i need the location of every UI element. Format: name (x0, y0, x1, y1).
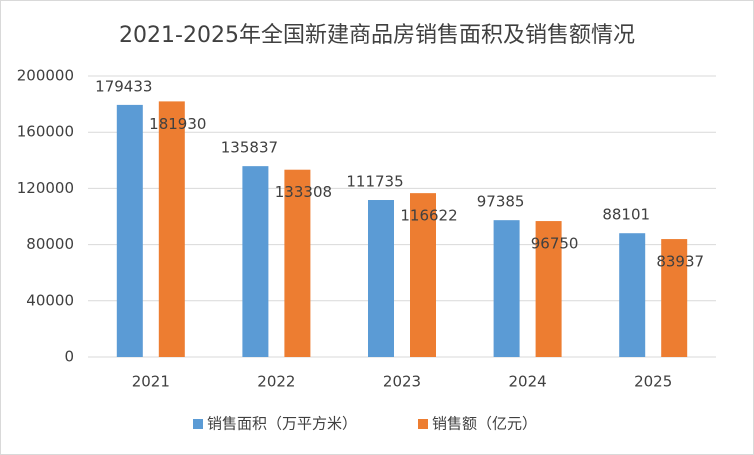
bar (158, 101, 185, 357)
x-tick-label: 2025 (634, 373, 672, 391)
bar (284, 169, 311, 357)
bar (242, 166, 269, 357)
legend-swatch (418, 419, 428, 429)
chart-title: 2021-2025年全国新建商品房销售面积及销售额情况 (119, 23, 635, 48)
data-label: 116622 (400, 207, 457, 225)
data-label: 97385 (477, 193, 525, 211)
x-tick-label: 2022 (257, 373, 295, 391)
y-tick-label: 120000 (17, 179, 74, 197)
bar (535, 221, 562, 357)
legend-swatch (193, 419, 203, 429)
data-label: 181930 (149, 115, 206, 133)
legend-label: 销售额（亿元） (432, 415, 537, 433)
x-tick-label: 2021 (132, 373, 170, 391)
data-label: 179433 (95, 77, 152, 95)
y-tick-label: 40000 (26, 291, 74, 309)
bar (661, 239, 688, 357)
bar (493, 220, 520, 357)
legend-label: 销售面积（万平方米） (207, 415, 357, 433)
data-label: 96750 (531, 235, 579, 253)
bar (368, 200, 394, 357)
data-label: 83937 (656, 253, 704, 271)
data-label: 111735 (346, 173, 403, 191)
bar (116, 104, 143, 357)
data-label: 88101 (602, 206, 650, 224)
x-tick-label: 2024 (509, 373, 547, 391)
y-tick-label: 160000 (17, 123, 74, 141)
bar (410, 193, 436, 357)
x-tick-label: 2023 (383, 373, 421, 391)
data-label: 133308 (275, 183, 332, 201)
y-tick-label: 200000 (17, 67, 74, 85)
bar (619, 233, 646, 357)
data-label: 135837 (221, 139, 278, 157)
y-tick-label: 0 (64, 348, 74, 366)
y-tick-label: 80000 (26, 235, 74, 253)
